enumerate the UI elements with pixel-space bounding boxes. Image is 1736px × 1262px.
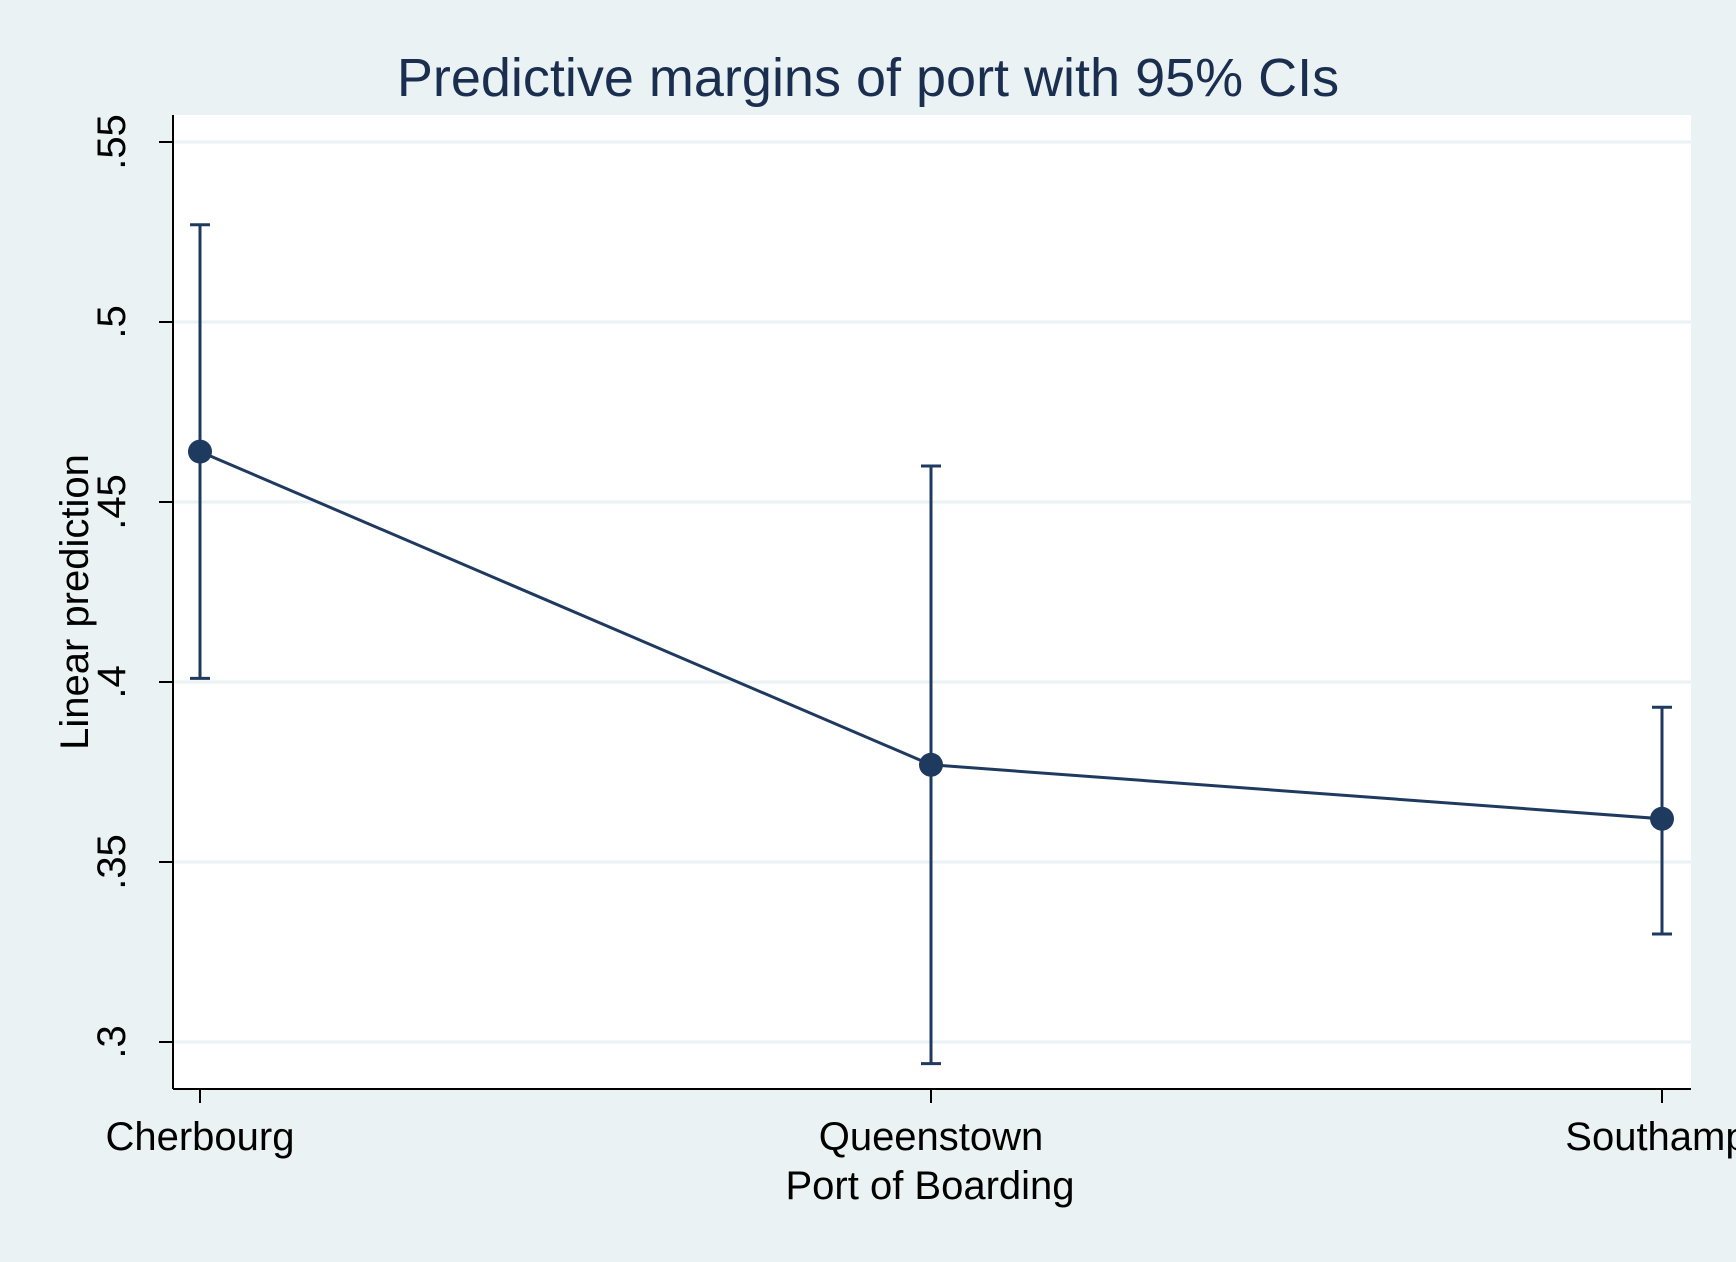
y-axis-label: Linear prediction xyxy=(53,454,97,750)
y-ticks: .3 .35 .4 .45 .5 .55 xyxy=(90,114,173,1059)
y-tick-label: .3 xyxy=(90,1025,134,1058)
y-tick-label: .35 xyxy=(90,834,134,890)
chart-title: Predictive margins of port with 95% CIs xyxy=(397,48,1339,108)
data-point xyxy=(1650,806,1674,831)
x-ticks: Cherbourg Queenstown Southampt xyxy=(105,1089,1736,1159)
x-tick-label: Southampt xyxy=(1565,1115,1736,1159)
data-point xyxy=(919,752,943,777)
series xyxy=(188,223,1674,1066)
data-point xyxy=(188,439,212,464)
x-tick-label: Queenstown xyxy=(819,1115,1044,1159)
y-tick-label: .5 xyxy=(90,305,134,338)
x-tick-label: Cherbourg xyxy=(105,1115,294,1159)
y-tick-label: .45 xyxy=(90,474,134,530)
y-tick-label: .4 xyxy=(90,665,134,698)
y-tick-label: .55 xyxy=(90,114,134,170)
x-axis-label: Port of Boarding xyxy=(785,1164,1074,1208)
